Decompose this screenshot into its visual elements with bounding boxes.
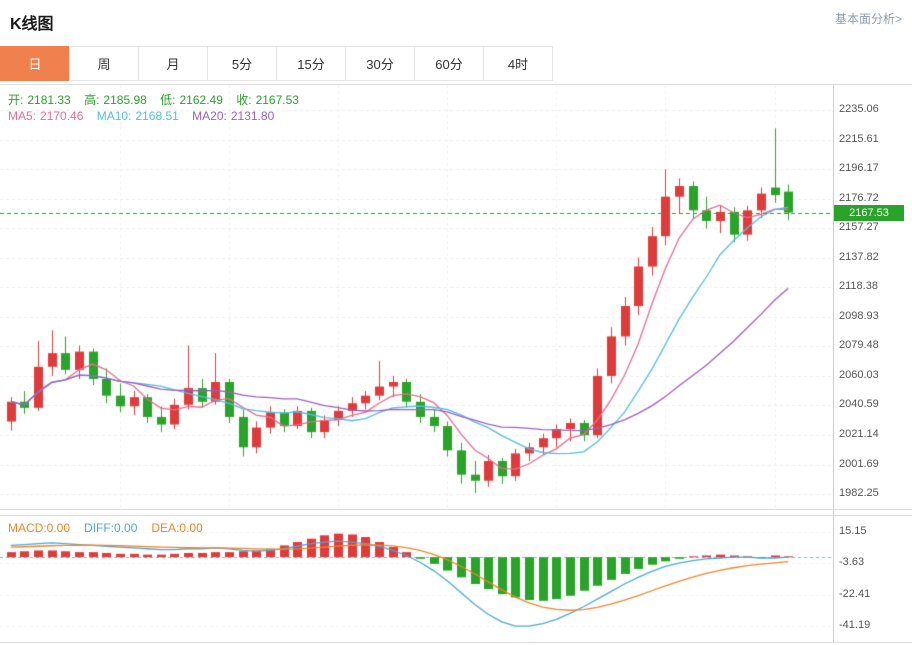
ma20-value: 2131.80	[230, 109, 275, 123]
price-axis-label: 2021.14	[839, 427, 879, 440]
macd-axis-label: -41.19	[839, 619, 871, 632]
price-axis-label: 2176.72	[839, 191, 879, 204]
panel-divider	[0, 510, 912, 516]
diff-value: DIFF:0.00	[84, 521, 138, 535]
chart-area: 开: 2181.33 高: 2185.98 低: 2162.49 收: 2167.53 …	[0, 84, 912, 643]
ma10-value: 2168.51	[135, 109, 179, 123]
tab-60min[interactable]: 60分	[414, 46, 484, 81]
fundamental-analysis-link[interactable]: 基本面分析>	[834, 12, 902, 26]
macd-axis-label: -22.41	[839, 587, 871, 600]
tab-5min[interactable]: 5分	[207, 46, 277, 81]
page-header: K线图 基本面分析>	[0, 0, 912, 36]
high-value: 2185.98	[103, 93, 147, 107]
page-title: K线图	[10, 16, 54, 33]
ma20-label: MA20:	[192, 109, 227, 123]
macd-axis-label: 15.15	[839, 524, 867, 537]
price-axis-label: 2215.61	[839, 132, 879, 145]
candlestick-canvas[interactable]	[0, 85, 833, 509]
open-label: 开:	[8, 93, 24, 107]
price-axis-label: 2040.59	[839, 398, 879, 411]
candlestick-plot[interactable]: 开: 2181.33 高: 2185.98 低: 2162.49 收: 2167.53 …	[0, 85, 833, 509]
ma-legend: MA5: 2170.46 MA10: 2168.51 MA20: 2131.80	[8, 109, 284, 123]
macd-plot[interactable]: MACD:0.00 DIFF:0.00 DEA:0.00	[0, 516, 833, 642]
low-value: 2162.49	[179, 93, 223, 107]
price-axis-label: 2137.82	[839, 250, 879, 263]
price-axis-label: 2118.38	[839, 280, 878, 293]
tab-4hour[interactable]: 4时	[483, 46, 553, 81]
price-axis-label: 2060.03	[839, 368, 879, 381]
price-axis: 2167.53 2235.06 2215.61 2196.17 2176.72 2157…	[833, 85, 912, 509]
ma10-label: MA10:	[96, 109, 132, 123]
price-axis-label: 2098.93	[839, 309, 879, 322]
ma5-label: MA5:	[8, 109, 37, 123]
macd-value: MACD:0.00	[8, 521, 71, 535]
price-axis-label: 2157.27	[839, 221, 879, 234]
macd-canvas[interactable]	[0, 516, 833, 642]
dea-value: DEA:0.00	[151, 521, 203, 535]
price-axis-label: 2235.06	[839, 102, 879, 115]
low-label: 低:	[160, 93, 176, 107]
macd-axis: 15.15 -3.63 -22.41 -41.19	[833, 516, 912, 642]
price-axis-label: 2196.17	[839, 162, 879, 175]
tab-15min[interactable]: 15分	[276, 46, 346, 81]
tab-day[interactable]: 日	[0, 46, 70, 81]
ma5-value: 2170.46	[40, 109, 84, 123]
price-axis-label: 2079.48	[839, 339, 879, 352]
tab-week[interactable]: 周	[69, 46, 139, 81]
timeframe-tabs: 日 周 月 5分 15分 30分 60分 4时	[0, 46, 912, 81]
tab-month[interactable]: 月	[138, 46, 208, 81]
tab-30min[interactable]: 30分	[345, 46, 415, 81]
high-label: 高:	[84, 93, 100, 107]
macd-axis-label: -3.63	[839, 556, 865, 569]
macd-legend: MACD:0.00 DIFF:0.00 DEA:0.00	[8, 521, 217, 535]
close-value: 2167.53	[255, 93, 299, 107]
price-axis-label: 2001.69	[839, 457, 879, 470]
ohlc-legend: 开: 2181.33 高: 2185.98 低: 2162.49 收: 2167.53	[8, 91, 309, 108]
price-axis-label: 1982.25	[839, 487, 879, 500]
close-label: 收:	[236, 93, 252, 107]
open-value: 2181.33	[27, 93, 71, 107]
current-price-tag: 2167.53	[834, 204, 904, 221]
